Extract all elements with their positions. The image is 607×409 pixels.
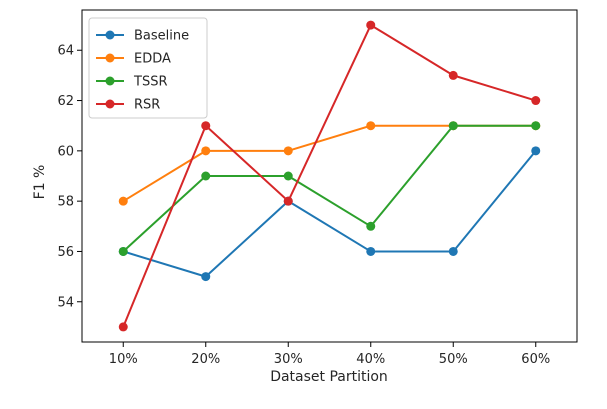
data-point-rsr-4 (448, 70, 458, 80)
legend-label: RSR (134, 98, 160, 113)
y-tick-label: 54 (57, 295, 74, 310)
axes-frame (81, 9, 578, 343)
series-rsr (118, 20, 541, 332)
data-point-baseline-5 (531, 146, 541, 156)
x-tick-label: 50% (439, 352, 468, 367)
data-point-tssr-0 (118, 246, 128, 256)
x-axis: 10% 20% 30% 40% 50% 60% (109, 342, 550, 367)
legend-item-tssr: TSSR (96, 75, 167, 90)
data-point-edda-0 (118, 196, 128, 206)
x-tick-label: 10% (109, 352, 138, 367)
series-line-edda (122, 124, 536, 203)
data-point-tssr-5 (531, 121, 541, 131)
data-point-tssr-3 (366, 221, 376, 231)
legend-marker (105, 53, 115, 63)
y-tick-label: 62 (57, 94, 74, 109)
data-point-baseline-4 (448, 246, 458, 256)
data-point-rsr-1 (201, 121, 211, 131)
legend: Baseline EDDA TSSR RSR (88, 17, 208, 119)
x-tick-label: 60% (521, 352, 550, 367)
data-point-edda-2 (283, 146, 293, 156)
data-point-edda-1 (201, 146, 211, 156)
y-tick-label: 58 (57, 195, 74, 210)
legend-marker (105, 99, 115, 109)
series-edda (118, 121, 541, 206)
y-axis: 54 56 58 60 62 64 (57, 44, 82, 310)
y-axis-title: F1 % (32, 165, 48, 200)
data-point-tssr-1 (201, 171, 211, 181)
data-point-rsr-2 (283, 196, 293, 206)
series-tssr (118, 121, 541, 256)
plot-area (81, 9, 578, 343)
series-line-tssr (122, 124, 536, 253)
data-point-baseline-1 (201, 272, 211, 282)
series-baseline (118, 146, 541, 282)
legend-label: Baseline (134, 29, 189, 44)
y-tick-label: 60 (57, 144, 74, 159)
data-point-rsr-3 (366, 20, 376, 30)
legend-item-edda: EDDA (96, 52, 171, 67)
legend-label: EDDA (134, 52, 171, 67)
y-tick-label: 56 (57, 245, 74, 260)
data-point-edda-3 (366, 121, 376, 131)
series-line-rsr (122, 24, 537, 328)
legend-marker (105, 76, 115, 86)
data-point-tssr-4 (448, 121, 458, 131)
legend-label: TSSR (133, 75, 167, 90)
x-tick-label: 40% (356, 352, 385, 367)
legend-marker (105, 30, 115, 40)
data-point-rsr-5 (531, 96, 541, 106)
series-line-baseline (122, 150, 537, 278)
y-tick-label: 64 (57, 44, 74, 59)
legend-box (88, 17, 208, 119)
data-point-baseline-3 (366, 246, 376, 256)
legend-item-rsr: RSR (96, 98, 160, 113)
x-tick-label: 30% (274, 352, 303, 367)
x-axis-title: Dataset Partition (270, 369, 388, 385)
x-tick-label: 20% (191, 352, 220, 367)
legend-item-baseline: Baseline (96, 29, 189, 44)
data-point-rsr-0 (118, 322, 128, 332)
data-point-tssr-2 (283, 171, 293, 181)
